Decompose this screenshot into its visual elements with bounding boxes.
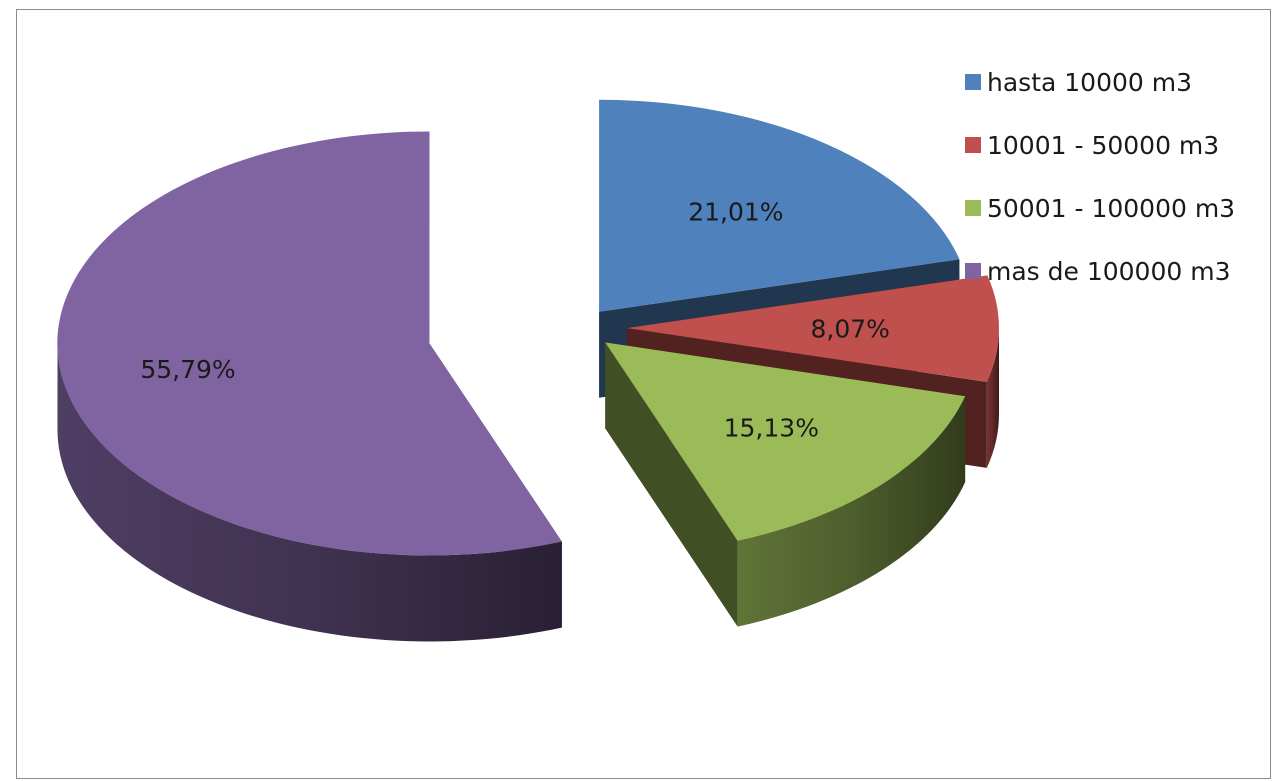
pie-slice-side [737,396,966,627]
legend-label: hasta 10000 m3 [987,67,1192,97]
legend-item: mas de 100000 m3 [965,256,1235,286]
legend-swatch [965,263,981,279]
pie-slice-side [57,343,562,642]
legend-swatch [965,137,981,153]
legend-item: hasta 10000 m3 [965,67,1235,97]
legend: hasta 10000 m3 10001 - 50000 m3 50001 - … [965,68,1235,320]
data-label: 21,01% [688,197,783,226]
pie-slice-top [605,342,966,541]
legend-label: 50001 - 100000 m3 [987,193,1236,223]
pie-slice-top [626,275,999,382]
pie-slice [605,342,966,627]
legend-label: 10001 - 50000 m3 [987,130,1220,160]
legend-swatch [965,74,981,90]
pie-slice-top [599,99,960,312]
legend-label: mas de 100000 m3 [987,256,1231,286]
legend-swatch [965,200,981,216]
pie-slice [57,131,562,642]
pie-slice-side [986,328,999,468]
legend-item: 10001 - 50000 m3 [965,130,1235,160]
chart-frame: 21,01% 8,07% 15,13% 55,79% hasta 10000 m3 1… [16,9,1271,779]
pie-slice-top [57,131,562,556]
data-label: 8,07% [810,314,889,343]
data-label: 15,13% [724,414,819,443]
data-label: 55,79% [140,355,235,384]
pie-chart: 21,01% 8,07% 15,13% 55,79% [57,99,999,642]
pie-slice-wall [605,342,738,627]
legend-item: 50001 - 100000 m3 [965,193,1236,223]
